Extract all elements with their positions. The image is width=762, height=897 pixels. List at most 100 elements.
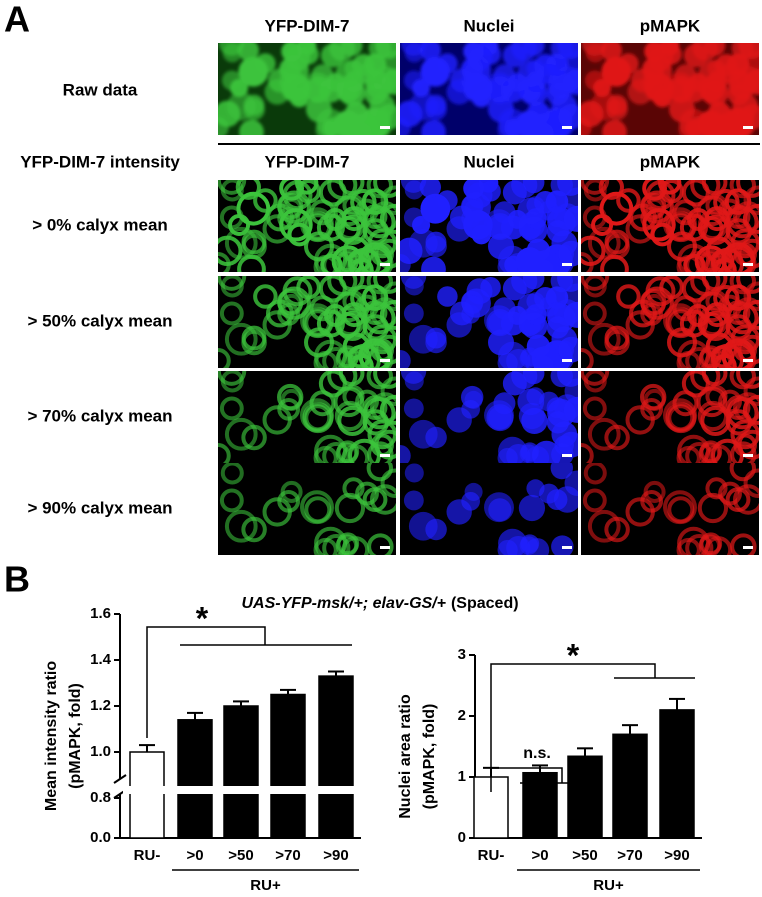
cells [581, 180, 759, 272]
scale-bar [380, 359, 390, 362]
cell [730, 533, 757, 555]
group-label: RU+ [593, 877, 624, 894]
cell [320, 43, 345, 68]
axis-break [113, 774, 127, 784]
cell [743, 185, 759, 216]
cell [342, 332, 371, 360]
scale-bar [562, 546, 572, 549]
cell [604, 424, 630, 451]
cell [404, 43, 424, 63]
cells [400, 180, 578, 272]
cell [300, 398, 334, 433]
cell [404, 371, 424, 391]
cell [480, 43, 501, 65]
cell [683, 43, 708, 68]
x-tick-label: >50 [572, 847, 597, 864]
cell [218, 371, 247, 386]
cell [551, 535, 574, 555]
bar-chart: 0 1 2 3 Nuclei area ratio (pMAPK, fold) RU- >0 >… [397, 637, 702, 894]
cell [380, 185, 396, 216]
significance-bracket [146, 626, 266, 738]
cell [304, 327, 334, 358]
cell [644, 73, 674, 103]
cell [667, 231, 697, 262]
cell [219, 301, 244, 326]
cell [640, 489, 664, 513]
cell [729, 276, 756, 295]
micrograph [581, 371, 759, 463]
cell [522, 276, 545, 290]
cell [564, 470, 578, 497]
cell [563, 396, 578, 423]
cell [403, 303, 424, 324]
cell [480, 180, 501, 202]
cell [557, 180, 578, 196]
cell [581, 371, 610, 386]
cell [640, 397, 664, 421]
y-tick-label: 0 [458, 829, 466, 846]
cell [557, 276, 578, 292]
cell [420, 56, 451, 87]
scale-bar [380, 263, 390, 266]
cell [725, 204, 751, 230]
cell [737, 429, 759, 460]
scale-bar [380, 454, 390, 457]
cell [376, 103, 396, 130]
cell [667, 327, 697, 358]
cell [502, 371, 527, 396]
cell [737, 334, 759, 365]
cell [480, 276, 501, 298]
cell [449, 301, 474, 326]
cell [404, 276, 424, 296]
cell [265, 299, 294, 328]
panel-b-title: UAS-YFP-msk/+; elav-GS/+ (Spaced) [241, 595, 518, 612]
micrographs [218, 43, 759, 555]
x-tick-label: RU- [134, 847, 161, 864]
cell [484, 209, 514, 240]
scale-bar [380, 126, 390, 129]
cell [300, 490, 334, 525]
cell [239, 119, 264, 135]
cell [557, 371, 578, 387]
cell [306, 96, 332, 123]
cell [697, 492, 729, 524]
cell [515, 110, 544, 135]
x-tick-label: >0 [531, 847, 548, 864]
cell [645, 276, 676, 307]
column-header: YFP-DIM-7 [265, 16, 350, 35]
y-tick-label: 1 [458, 768, 466, 785]
cell [558, 336, 578, 363]
cell [484, 72, 514, 103]
cells [581, 276, 759, 368]
cell [421, 256, 446, 272]
cell [587, 417, 621, 451]
cell [563, 205, 578, 232]
cell [522, 43, 545, 57]
cell [744, 68, 759, 95]
cell [686, 304, 710, 327]
cell [546, 316, 569, 339]
cell [704, 536, 733, 555]
y-tick-label: 2 [458, 707, 466, 724]
cell [703, 43, 726, 57]
cell [739, 103, 759, 130]
cell [558, 431, 578, 458]
cell [315, 119, 336, 135]
cell [380, 376, 396, 407]
cell [224, 226, 258, 260]
cell [300, 303, 334, 338]
cell [502, 276, 527, 301]
cell [279, 208, 313, 242]
cell [425, 231, 447, 253]
cell [224, 417, 258, 451]
bar-chart: 0.0 0.8 1.0 1.2 1.4 1.6 Mean intensity ratio (p… [43, 600, 373, 894]
cell [338, 180, 365, 196]
cell [222, 43, 242, 63]
cell [676, 445, 701, 463]
cell [502, 180, 527, 205]
x-tick-label: >90 [323, 847, 348, 864]
cell [725, 395, 751, 421]
cell [743, 468, 759, 499]
cell [685, 533, 714, 555]
x-tick-label: >90 [664, 847, 689, 864]
